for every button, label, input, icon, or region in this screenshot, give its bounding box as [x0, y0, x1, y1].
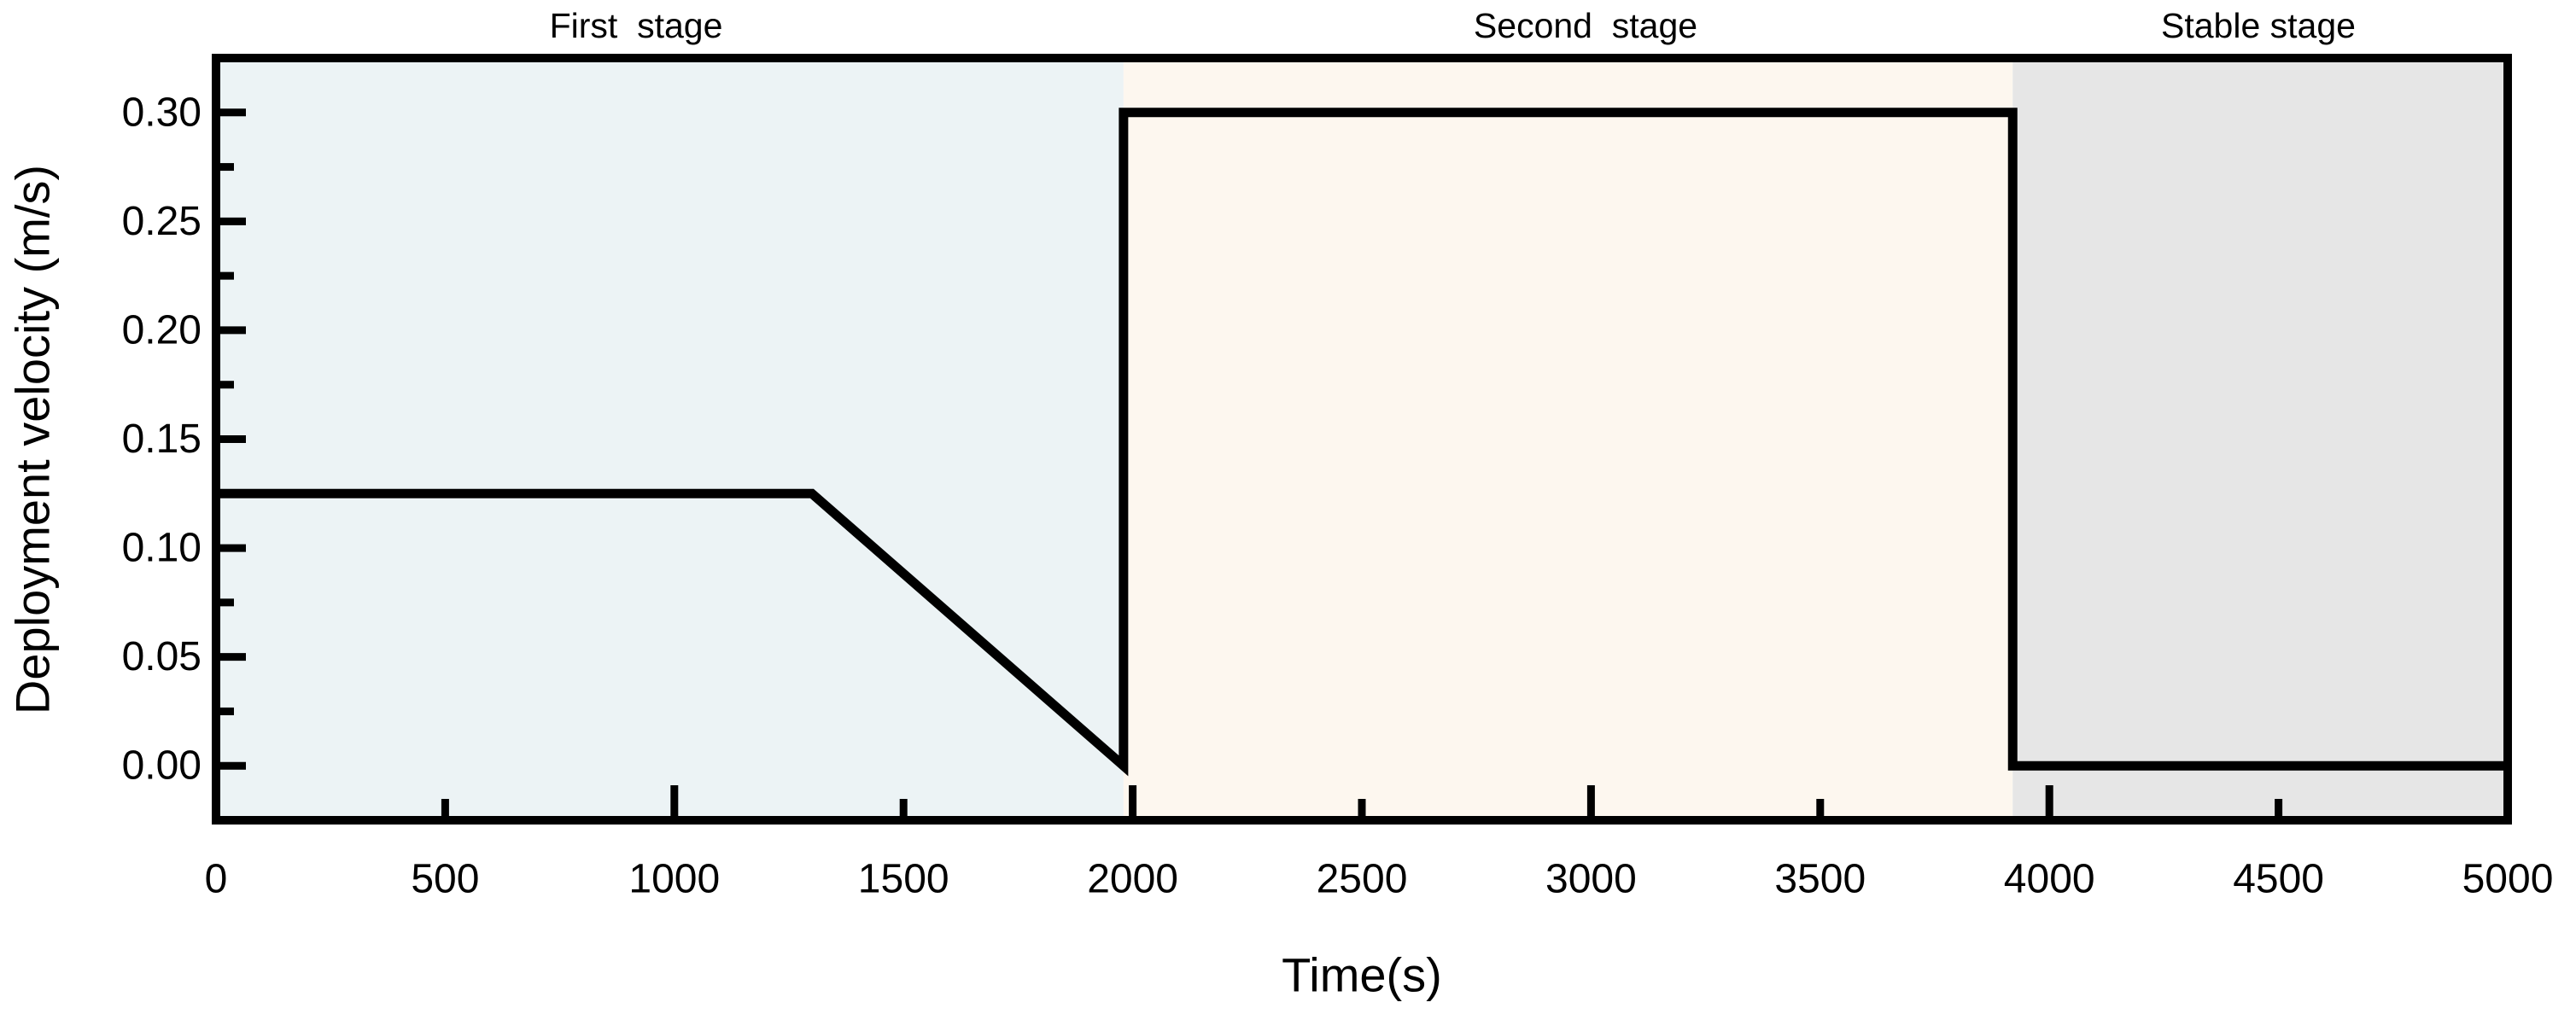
x-tick-label-1000: 1000 — [628, 857, 720, 902]
plot-layer: 0 500 1000 1500 2000 2500 3000 3500 4000 4500 5000… — [122, 54, 2554, 902]
y-tick-label-0.25: 0.25 — [122, 199, 202, 244]
x-tick-label-500: 500 — [411, 857, 479, 902]
x-tick-label-4000: 4000 — [2004, 857, 2095, 902]
y-axis-title: Deployment velocity (m/s) — [6, 165, 60, 714]
stage-label-stable: Stable stage — [2161, 6, 2356, 45]
x-tick-label-5000: 5000 — [2462, 857, 2554, 902]
stage-region-0 — [216, 58, 1124, 820]
x-axis-title: Time(s) — [1282, 948, 1442, 1002]
stage-region-2 — [2012, 58, 2508, 820]
y-tick-label-0.05: 0.05 — [122, 634, 202, 679]
x-tick-label-0: 0 — [205, 857, 228, 902]
y-tick-label-0.30: 0.30 — [122, 90, 202, 135]
x-tick-label-1500: 1500 — [858, 857, 949, 902]
x-tick-label-3000: 3000 — [1545, 857, 1637, 902]
y-tick-label-0.00: 0.00 — [122, 743, 202, 789]
x-tick-label-2500: 2500 — [1317, 857, 1408, 902]
stage-label-second: Second stage — [1474, 6, 1697, 45]
plot-frame — [212, 54, 2512, 825]
series-deployment-velocity — [216, 108, 2508, 777]
stage-region-1 — [1123, 58, 2013, 820]
x-tick-label-3500: 3500 — [1774, 857, 1866, 902]
x-tick-label-2000: 2000 — [1087, 857, 1178, 902]
y-tick-label-0.15: 0.15 — [122, 417, 202, 462]
y-tick-label-0.10: 0.10 — [122, 526, 202, 571]
stage-label-first: First stage — [550, 6, 723, 45]
y-tick-label-0.20: 0.20 — [122, 307, 202, 353]
x-tick-label-4500: 4500 — [2233, 857, 2324, 902]
